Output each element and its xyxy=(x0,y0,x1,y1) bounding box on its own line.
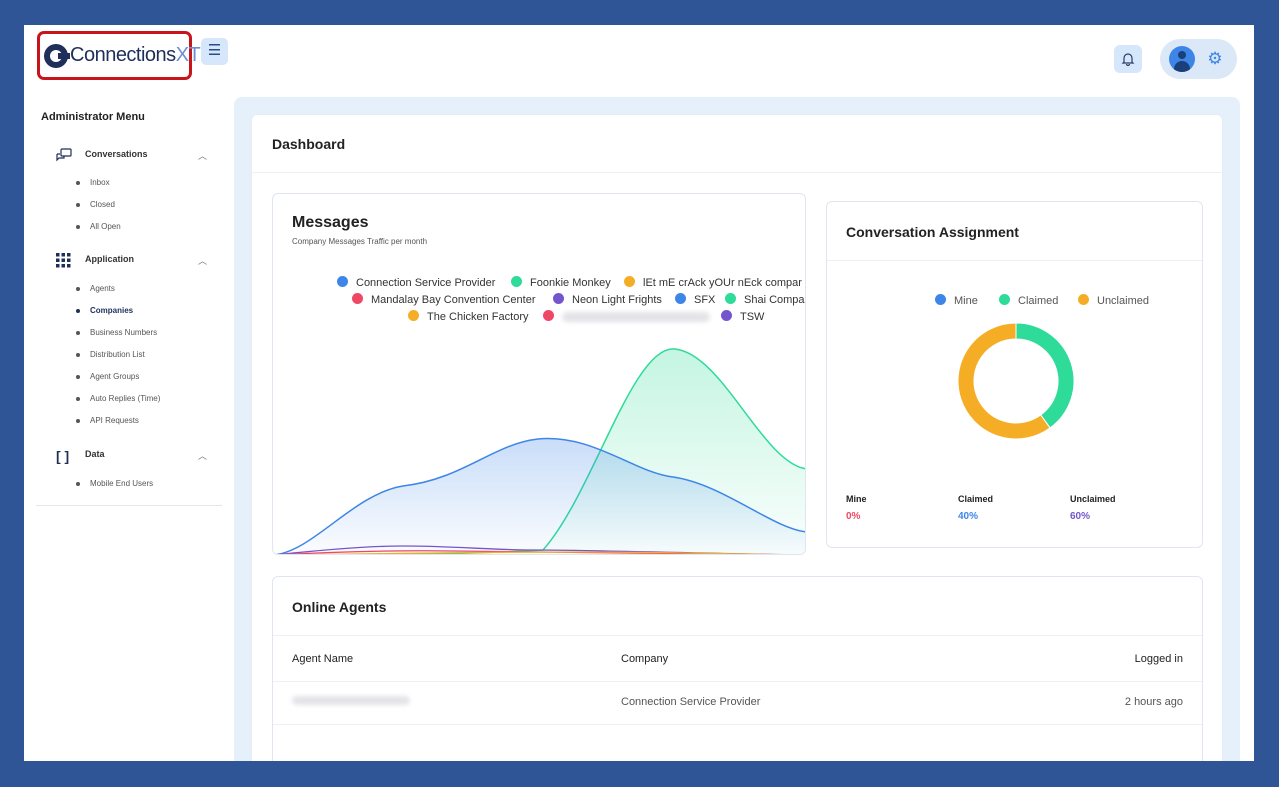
legend-swatch xyxy=(553,293,564,304)
sidebar-item-all-open[interactable]: All Open xyxy=(76,220,121,234)
sidebar-section-label: Conversations xyxy=(85,149,148,159)
page-title: Dashboard xyxy=(272,136,346,152)
series-line-the-chicken-factory xyxy=(309,551,781,554)
chart-title: Messages xyxy=(292,214,369,231)
column-header-company[interactable]: Company xyxy=(621,653,669,665)
logo-mark-icon xyxy=(44,43,70,68)
stat-value-claimed: 40% xyxy=(958,511,979,522)
series-line-mandalay-bay xyxy=(280,550,770,554)
hamburger-menu-icon[interactable]: ☰ xyxy=(201,38,228,65)
company-cell: Connection Service Provider xyxy=(621,696,761,708)
stat-label-mine: Mine xyxy=(846,494,867,504)
logo[interactable]: ConnectionsXT xyxy=(37,31,201,80)
sidebar-item-closed[interactable]: Closed xyxy=(76,198,115,212)
divider xyxy=(273,724,1202,725)
online-agents-card: Online Agents Agent Name Company Logged … xyxy=(272,576,1203,761)
sidebar-item-distribution-list[interactable]: Distribution List xyxy=(76,348,145,362)
legend-item[interactable] xyxy=(543,310,710,323)
stat-value-unclaimed: 60% xyxy=(1070,511,1091,522)
stat-label-claimed: Claimed xyxy=(958,494,994,504)
messages-area-chart xyxy=(274,348,805,554)
legend-item[interactable]: The Chicken Factory xyxy=(408,310,528,323)
column-header-logged-in[interactable]: Logged in xyxy=(1134,653,1183,665)
sidebar-section-conversations[interactable]: Conversations ︿ xyxy=(56,146,211,166)
sidebar-item-api-requests[interactable]: API Requests xyxy=(76,414,139,428)
sidebar-item-companies[interactable]: Companies xyxy=(76,304,133,318)
donut-slice-claimed[interactable] xyxy=(1015,322,1075,429)
settings-gear-icon[interactable]: ⚙ xyxy=(1207,49,1223,68)
legend-swatch xyxy=(1078,294,1089,305)
legend-swatch xyxy=(511,276,522,287)
legend-swatch xyxy=(675,293,686,304)
sidebar-item-business-numbers[interactable]: Business Numbers xyxy=(76,326,157,340)
legend-item[interactable]: Shai Compa xyxy=(725,293,805,306)
card-title: Online Agents xyxy=(292,599,387,615)
legend-item-mine[interactable]: Mine xyxy=(935,294,978,307)
avatar-icon[interactable] xyxy=(1169,46,1195,72)
redacted-text xyxy=(562,312,710,323)
sidebar-divider xyxy=(36,505,222,506)
legend-swatch xyxy=(725,293,736,304)
legend-item[interactable]: lEt mE crAck yOUr nEck compar xyxy=(624,276,802,289)
legend-swatch xyxy=(624,276,635,287)
sidebar-item-auto-replies[interactable]: Auto Replies (Time) xyxy=(76,392,160,406)
series-area-connection-service-provider xyxy=(278,438,805,554)
chevron-up-icon[interactable]: ︿ xyxy=(197,256,207,266)
sidebar-section-data[interactable]: [ ] Data ︿ xyxy=(56,446,211,466)
legend-swatch xyxy=(352,293,363,304)
series-line-foonkie-monkey xyxy=(367,348,805,554)
legend-swatch xyxy=(408,310,419,321)
legend-item-unclaimed[interactable]: Unclaimed xyxy=(1078,294,1149,307)
sidebar-item-inbox[interactable]: Inbox xyxy=(76,176,110,190)
divider xyxy=(273,681,1202,682)
sidebar-section-label: Application xyxy=(85,254,134,264)
divider xyxy=(273,635,1202,636)
messages-chart-card: Messages Company Messages Traffic per mo… xyxy=(272,193,806,555)
chart-subtitle: Company Messages Traffic per month xyxy=(292,237,428,246)
sidebar-section-application[interactable]: Application ︿ xyxy=(56,251,211,271)
brackets-icon: [ ] xyxy=(56,448,70,464)
redacted-text xyxy=(292,696,410,705)
logo-text: ConnectionsXT xyxy=(70,44,201,66)
user-menu[interactable]: ⚙ xyxy=(1160,39,1237,79)
divider xyxy=(252,172,1222,173)
legend-item[interactable]: TSW xyxy=(721,310,764,323)
sidebar-title: Administrator Menu xyxy=(41,111,145,123)
logged-in-cell: 2 hours ago xyxy=(1124,696,1183,708)
chat-bubbles-icon xyxy=(56,148,74,164)
legend-swatch xyxy=(935,294,946,305)
agent-name-cell xyxy=(292,696,410,708)
sidebar-section-label: Data xyxy=(85,449,105,459)
app-window: ConnectionsXT ☰ ⚙ Administrator Menu Con… xyxy=(24,25,1254,761)
sidebar-item-mobile-end-users[interactable]: Mobile End Users xyxy=(76,477,153,491)
donut-chart xyxy=(957,322,1075,440)
legend-swatch xyxy=(543,310,554,321)
legend-item[interactable]: Mandalay Bay Convention Center xyxy=(352,293,535,306)
legend-item[interactable]: Neon Light Frights xyxy=(553,293,662,306)
chevron-up-icon[interactable]: ︿ xyxy=(197,451,207,461)
legend-item-claimed[interactable]: Claimed xyxy=(999,294,1058,307)
sidebar-item-agents[interactable]: Agents xyxy=(76,282,115,296)
legend-swatch xyxy=(721,310,732,321)
grid-icon xyxy=(56,253,74,269)
conversation-assignment-card: Conversation Assignment Mine Claimed Unc… xyxy=(826,201,1203,548)
legend-swatch xyxy=(337,276,348,287)
notification-bell-icon[interactable] xyxy=(1114,45,1142,73)
legend-item[interactable]: Foonkie Monkey xyxy=(511,276,611,289)
column-header-agent-name[interactable]: Agent Name xyxy=(292,653,354,665)
sidebar-item-agent-groups[interactable]: Agent Groups xyxy=(76,370,139,384)
card-title: Conversation Assignment xyxy=(846,224,1019,240)
legend-swatch xyxy=(999,294,1010,305)
stat-label-unclaimed: Unclaimed xyxy=(1070,494,1116,504)
stat-value-mine: 0% xyxy=(846,511,861,522)
legend-item[interactable]: Connection Service Provider xyxy=(337,276,495,289)
series-line-connection-service-provider xyxy=(274,437,805,554)
donut-slice-unclaimed[interactable] xyxy=(957,322,1051,440)
divider xyxy=(827,260,1202,261)
legend-item[interactable]: SFX xyxy=(675,293,715,306)
chevron-up-icon[interactable]: ︿ xyxy=(197,151,207,161)
